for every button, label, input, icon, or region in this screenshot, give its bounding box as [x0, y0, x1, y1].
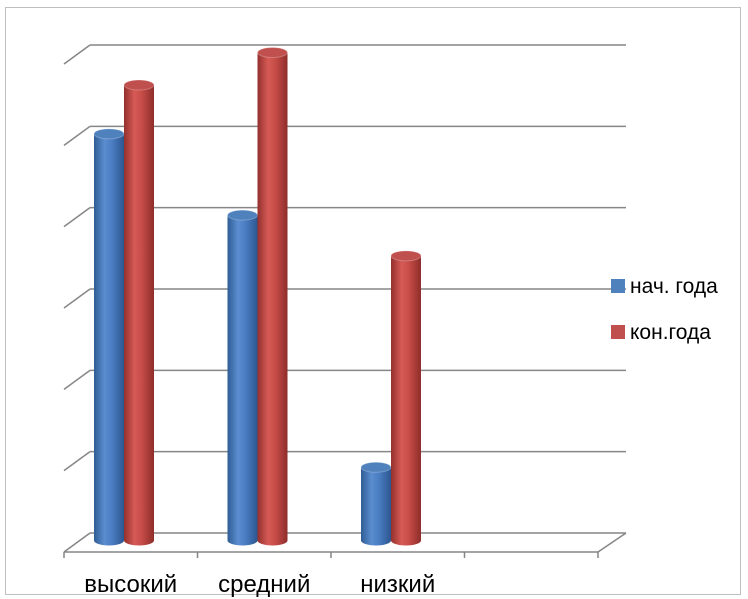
legend-label: кон.года	[630, 321, 711, 344]
bar-body	[391, 256, 421, 546]
floor-side	[598, 533, 626, 552]
legend-label: нач. года	[630, 275, 718, 298]
category-label: средний	[218, 571, 310, 598]
bar-body	[94, 134, 124, 546]
bar	[361, 462, 391, 545]
bar-cap	[391, 251, 421, 261]
bar	[258, 48, 288, 546]
bar	[228, 210, 258, 545]
category-label: высокий	[84, 571, 177, 598]
bar-cap	[361, 462, 391, 472]
bar	[94, 129, 124, 546]
bar-cap	[94, 129, 124, 139]
category-labels: высокий средний низкий	[84, 571, 435, 598]
bar-body	[361, 467, 391, 545]
bar-body	[258, 53, 288, 546]
gridline-side	[64, 208, 90, 227]
legend-swatch	[611, 279, 625, 293]
category-label: низкий	[360, 571, 435, 598]
gridline-side	[64, 370, 90, 389]
gridline-side	[64, 45, 90, 64]
bar-cap	[124, 80, 154, 90]
legend-item: нач. года	[611, 275, 718, 298]
bar-cap	[228, 210, 258, 220]
bar-body	[228, 215, 258, 545]
bar	[391, 251, 421, 546]
legend-item: кон.года	[611, 321, 711, 344]
gridline-side	[64, 452, 90, 471]
bar-cap	[258, 48, 288, 58]
legend: нач. года кон.года	[611, 275, 718, 344]
bar-body	[124, 85, 154, 545]
bars	[94, 48, 421, 546]
legend-swatch	[611, 325, 625, 339]
gridline-side	[64, 126, 90, 145]
gridline-side	[64, 289, 90, 308]
bar	[124, 80, 154, 545]
gridline-side	[64, 533, 90, 552]
